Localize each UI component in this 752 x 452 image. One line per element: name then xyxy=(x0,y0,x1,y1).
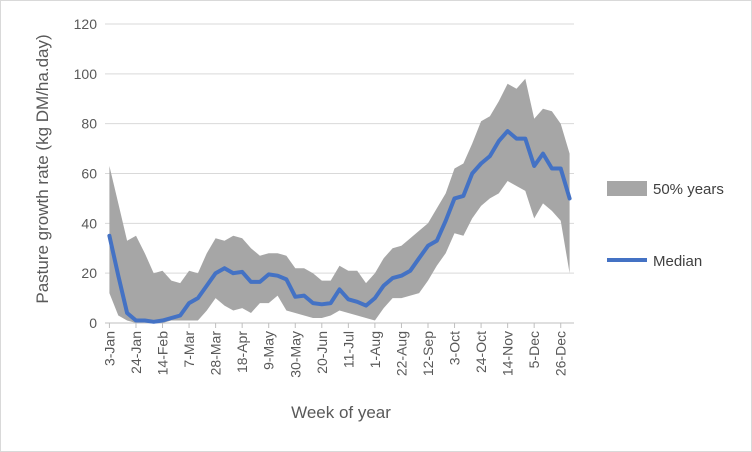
x-tick-label: 28-Mar xyxy=(208,331,224,376)
band-series xyxy=(109,78,570,323)
x-tick-label: 7-Mar xyxy=(181,331,197,368)
y-tick-label: 20 xyxy=(81,265,97,281)
x-tick-labels: 3-Jan 24-Jan 14-Feb 7-Mar 28-Mar 18-Apr 9-May 3… xyxy=(101,331,568,378)
x-tick-label: 30-May xyxy=(287,331,303,378)
x-tick-label: 18-Apr xyxy=(234,331,250,373)
x-tick-label: 1-Aug xyxy=(367,331,383,368)
gridlines xyxy=(105,23,574,274)
y-tick-label: 0 xyxy=(89,315,97,331)
x-tick-label: 24-Oct xyxy=(473,331,489,373)
axes xyxy=(105,322,574,328)
band-area-50pct-years xyxy=(109,78,570,323)
x-tick-label: 11-Jul xyxy=(340,331,356,368)
y-axis-title: Pasture growth rate (kg DM/ha.day) xyxy=(33,34,52,303)
x-tick-label: 14-Nov xyxy=(500,331,516,376)
legend-band-swatch xyxy=(607,181,647,196)
x-tick-label: 24-Jan xyxy=(128,331,144,374)
y-tick-label: 60 xyxy=(81,166,97,182)
legend-median-label: Median xyxy=(653,253,702,270)
x-tick-label: 14-Feb xyxy=(155,331,171,376)
x-tick-label: 3-Jan xyxy=(101,331,117,366)
x-tick-label: 12-Sep xyxy=(420,331,436,376)
x-axis-title: Week of year xyxy=(291,403,391,422)
x-tick-label: 5-Dec xyxy=(526,331,542,368)
x-tick-label: 22-Aug xyxy=(393,331,409,376)
y-tick-label: 40 xyxy=(81,215,97,231)
y-tick-label: 100 xyxy=(74,66,98,82)
y-tick-label: 120 xyxy=(74,16,98,32)
legend-band-label: 50% years xyxy=(653,181,724,198)
x-tick-label: 20-Jun xyxy=(314,331,330,374)
y-tick-labels: 0 20 40 60 80 100 120 xyxy=(74,16,98,331)
x-tick-label: 26-Dec xyxy=(553,331,569,376)
median-series xyxy=(107,129,572,324)
median-line xyxy=(107,129,572,324)
legend: 50% years Median xyxy=(607,181,724,270)
y-tick-label: 80 xyxy=(81,116,97,132)
x-tick-label: 3-Oct xyxy=(447,331,463,365)
x-tick-label: 9-May xyxy=(261,331,277,370)
